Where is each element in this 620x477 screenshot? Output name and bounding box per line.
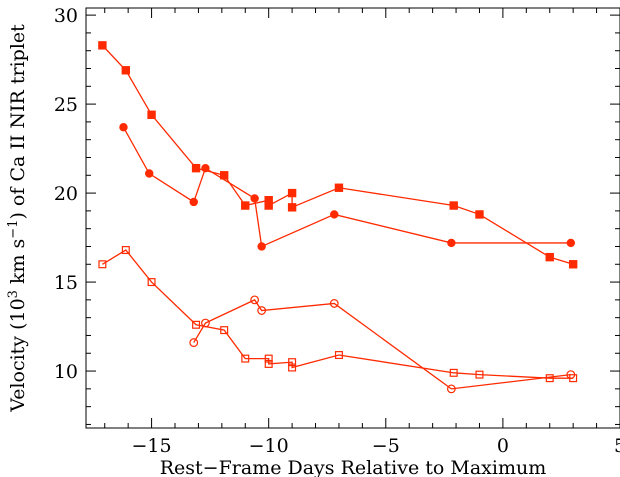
- series-3-point: [264, 354, 273, 363]
- x-tick-label: 0: [497, 435, 509, 457]
- series-4-point: [250, 295, 260, 305]
- series-3-point: [288, 363, 297, 372]
- series-4-point: [446, 384, 456, 394]
- series-1-line: [101, 44, 574, 265]
- series-1-point: [287, 203, 297, 212]
- series-2-point: [189, 197, 198, 207]
- series-3-point: [147, 278, 156, 287]
- series-1-point: [287, 188, 297, 198]
- series-3-point: [449, 368, 458, 377]
- series-3-point: [288, 358, 297, 367]
- x-tick-label: −10: [249, 435, 289, 457]
- series-3-point: [220, 326, 229, 335]
- series-4-point: [189, 338, 199, 347]
- y-tick-label: 15: [54, 272, 78, 294]
- series-2-point: [201, 163, 210, 173]
- series-1-point: [449, 201, 458, 210]
- series-2-point: [330, 210, 339, 219]
- series-3-point: [334, 351, 343, 360]
- series-2-point: [119, 123, 128, 132]
- series-4-point: [257, 306, 267, 315]
- series-3-point: [121, 246, 130, 255]
- series-3-point: [264, 359, 273, 368]
- y-axis-label: Velocity (103 km s−1) of Ca II NIR tripl…: [6, 24, 29, 413]
- y-tick-label: 20: [54, 183, 78, 205]
- series-1-point: [147, 110, 156, 119]
- series-2-point: [566, 238, 576, 248]
- series-3-point: [192, 320, 201, 329]
- series-4-point: [329, 299, 339, 308]
- series-2-point: [447, 238, 456, 248]
- series-1-point: [121, 66, 131, 75]
- series-1-point: [568, 260, 578, 269]
- series-layer: [98, 41, 578, 394]
- y-tick-label: 30: [54, 5, 78, 27]
- axis-ticks: −15 −10 −5 0 5 10 15 20 25 30: [54, 5, 620, 457]
- series-3-point: [475, 370, 484, 379]
- series-3-point: [98, 260, 107, 269]
- series-3-line: [102, 249, 574, 379]
- x-tick-label: −15: [132, 435, 172, 457]
- x-tick-label: −5: [372, 435, 400, 457]
- series-1-point: [334, 183, 344, 192]
- series-4-line: [193, 299, 571, 390]
- series-2-point: [145, 169, 154, 178]
- series-1-point: [191, 163, 201, 173]
- series-1-point: [264, 201, 273, 210]
- series-1-point: [241, 201, 250, 210]
- series-2-point: [250, 194, 259, 203]
- series-1-point: [98, 41, 107, 50]
- series-4-point: [201, 318, 210, 328]
- series-1-point: [475, 210, 484, 219]
- plot-frame: [85, 7, 620, 429]
- series-4-point: [566, 370, 576, 380]
- series-3-point: [241, 354, 250, 363]
- series-2-point: [257, 242, 266, 251]
- series-1-point: [545, 252, 554, 262]
- y-tick-label: 10: [54, 361, 78, 383]
- y-tick-label: 25: [54, 94, 78, 116]
- series-1-point: [219, 171, 229, 180]
- x-axis-label: Rest−Frame Days Relative to Maximum: [160, 457, 546, 477]
- x-tick-label: 5: [614, 435, 620, 457]
